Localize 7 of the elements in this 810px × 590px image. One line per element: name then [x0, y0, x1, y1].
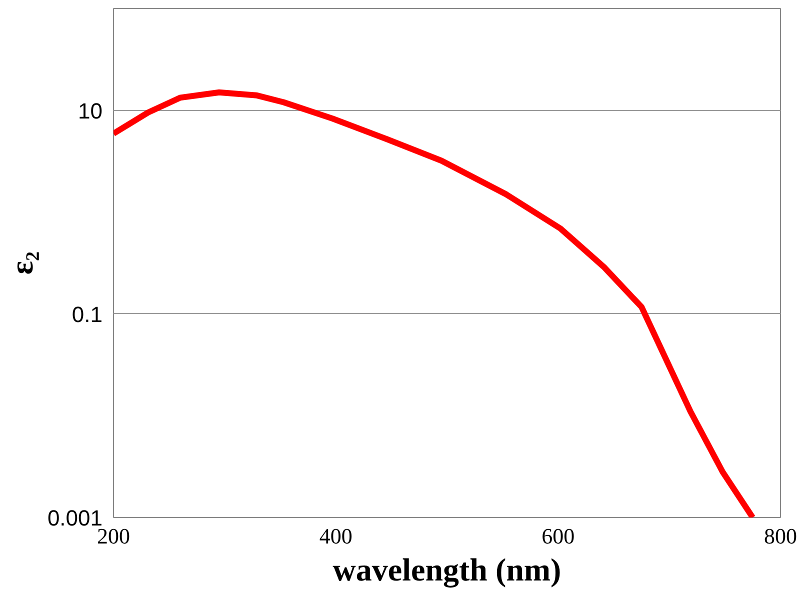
y-tick-label: 0.1 [72, 302, 103, 327]
x-tick-label: 400 [319, 524, 352, 548]
x-tick-label: 600 [542, 524, 575, 548]
x-axis-title: wavelength (nm) [332, 552, 562, 588]
y-axis-title: ε₂ [3, 251, 40, 275]
y-tick-label: 10 [78, 98, 103, 124]
x-tick-label: 800 [764, 524, 797, 548]
